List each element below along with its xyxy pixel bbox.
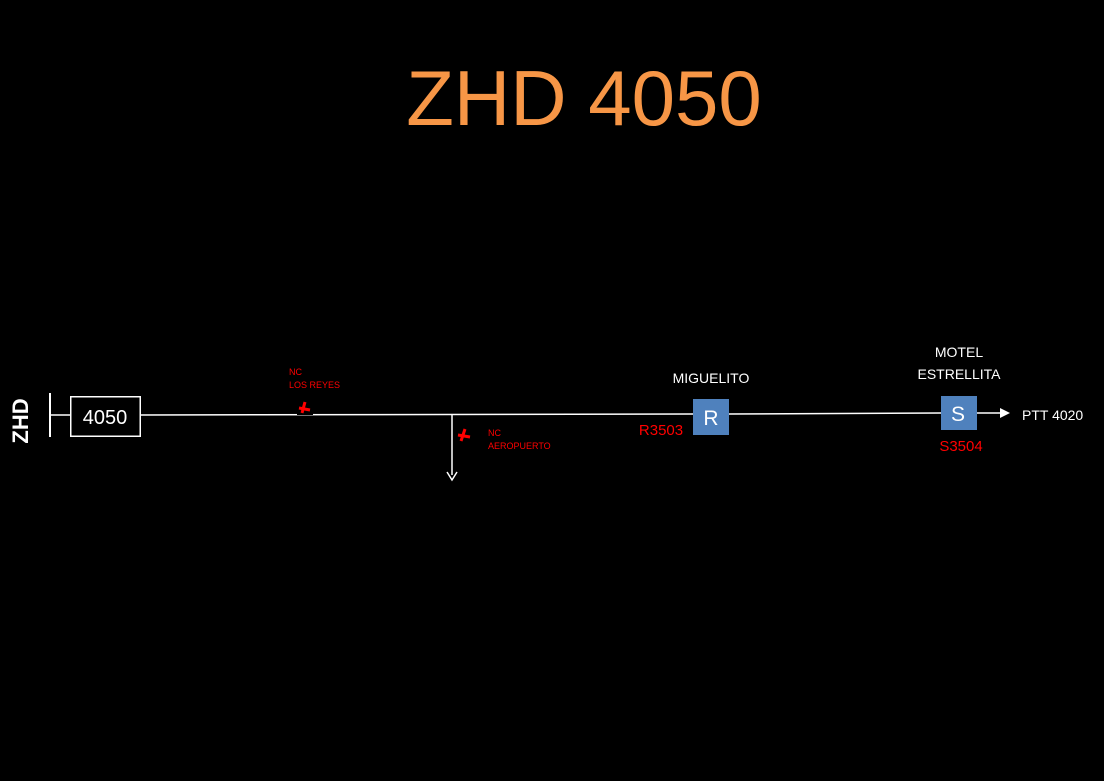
source-bus: ZHD (8, 393, 70, 444)
switch-los-reyes[interactable]: NC LOS REYES (289, 367, 340, 415)
arrow-right-icon (1000, 408, 1010, 418)
device-symbol: R (703, 407, 718, 430)
recloser-miguelito[interactable]: MIGUELITO R R3503 (639, 370, 750, 439)
diagram-title: ZHD 4050 (406, 54, 762, 142)
device-symbol: S (951, 403, 965, 426)
device-code: R3503 (639, 422, 683, 439)
main-line-segment-2 (728, 412, 942, 415)
main-line-segment-1 (140, 413, 694, 416)
switch-aeropuerto[interactable]: NC AEROPUERTO (457, 428, 551, 451)
feeder-box[interactable]: 4050 (70, 396, 141, 437)
device-box (693, 399, 729, 435)
arrow-down-icon (446, 471, 458, 482)
sectionalizer-motel-estrellita[interactable]: MOTEL ESTRELLITA S S3504 (918, 344, 1002, 455)
switch-name: AEROPUERTO (488, 441, 551, 451)
device-code: S3504 (939, 438, 982, 455)
source-label: ZHD (8, 398, 33, 443)
device-box (941, 396, 977, 430)
destination-label: PTT 4020 (1022, 407, 1083, 423)
feeder-box-inner (71, 397, 140, 436)
switch-name: LOS REYES (289, 380, 340, 390)
device-name-line2: ESTRELLITA (918, 366, 1002, 382)
switch-icon (457, 428, 471, 442)
switch-state: NC (289, 367, 302, 377)
device-name-line1: MOTEL (935, 344, 983, 360)
switch-state: NC (488, 428, 501, 438)
switch-icon (297, 401, 313, 415)
device-name: MIGUELITO (673, 370, 750, 386)
feeder-label: 4050 (83, 407, 128, 429)
